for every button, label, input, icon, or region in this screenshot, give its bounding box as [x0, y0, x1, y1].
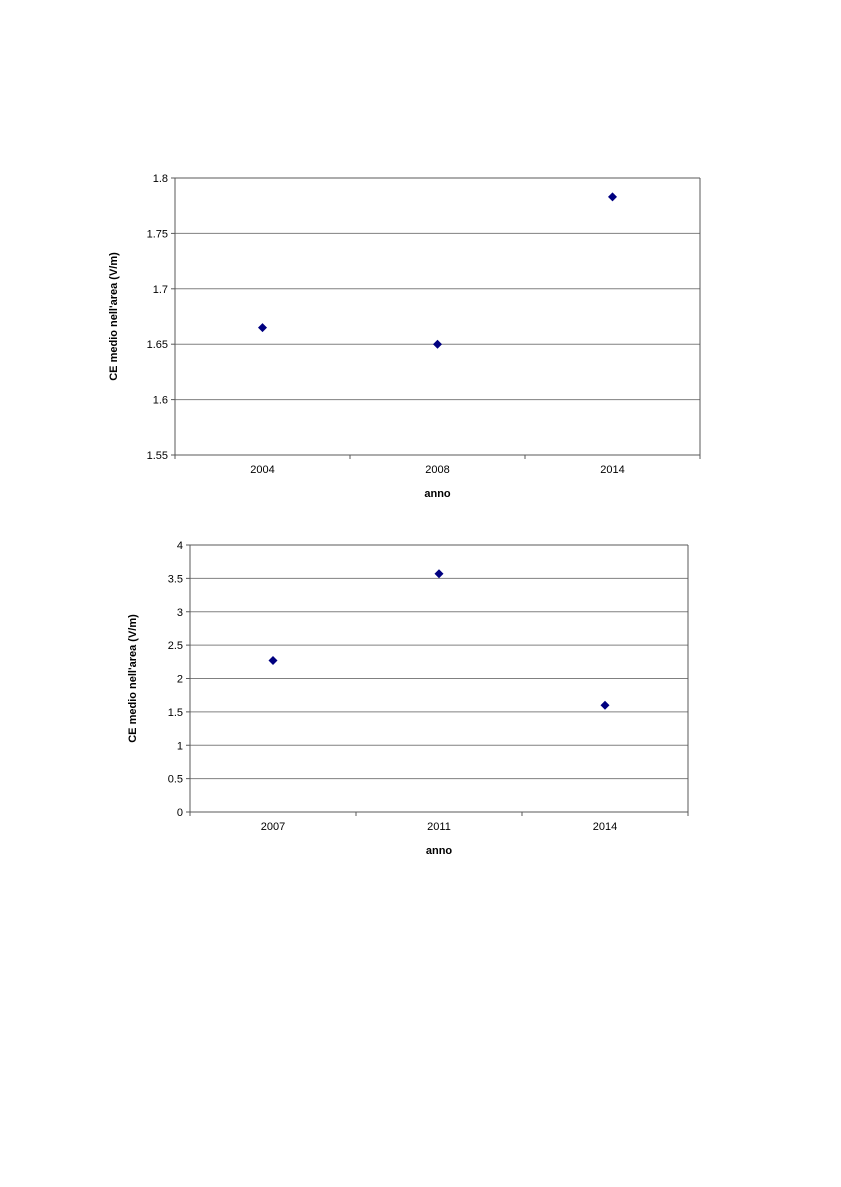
y-tick-label: 1.8 [153, 173, 168, 185]
y-tick-label: 1.5 [168, 707, 183, 719]
y-axis-title: CE medio nell'area (V/m) [127, 614, 139, 743]
y-tick-label: 1.65 [147, 339, 168, 351]
x-axis-title: anno [426, 845, 453, 857]
data-point-diamond [268, 655, 278, 665]
y-tick-label: 4 [177, 540, 183, 552]
scatter-chart-top: 1.55 1.6 1.65 1.7 1.75 1.8 2004 2008 2014 anno CE … [95, 168, 710, 510]
x-tick-label: 2014 [593, 821, 617, 833]
y-tick-label: 3 [177, 607, 183, 619]
data-point-diamond [608, 192, 617, 202]
y-tick-label: 1 [177, 740, 183, 752]
x-axis-title: anno [424, 488, 451, 500]
y-tick-label: 1.55 [147, 450, 168, 462]
chart-canvas: 1.55 1.6 1.65 1.7 1.75 1.8 2004 2008 2014 anno CE … [108, 173, 701, 500]
data-point-diamond [258, 323, 267, 333]
y-tick-label: 2 [177, 674, 183, 686]
y-tick-label: 0 [177, 807, 183, 819]
y-axis-title: CE medio nell'area (V/m) [108, 252, 120, 381]
data-point-diamond [600, 700, 610, 710]
x-tick-label: 2008 [425, 464, 449, 476]
y-tick-label: 1.75 [147, 228, 168, 240]
y-tick-label: 0.5 [168, 774, 183, 786]
chart-canvas: 0 0.5 1 1.5 2 2.5 3 3.5 4 2007 2011 2014 anno CE medi… [127, 540, 689, 857]
data-point-diamond [434, 569, 444, 579]
x-tick-label: 2014 [600, 464, 624, 476]
x-tick-label: 2011 [427, 821, 451, 833]
x-tick-label: 2007 [261, 821, 285, 833]
scatter-chart-bottom: 0 0.5 1 1.5 2 2.5 3 3.5 4 2007 2011 2014 anno CE medi… [120, 535, 698, 867]
y-tick-label: 2.5 [168, 640, 183, 652]
x-tick-label: 2004 [250, 464, 274, 476]
y-tick-label: 1.7 [153, 284, 168, 296]
data-point-diamond [433, 339, 442, 349]
y-tick-label: 3.5 [168, 573, 183, 585]
y-tick-label: 1.6 [153, 395, 168, 407]
